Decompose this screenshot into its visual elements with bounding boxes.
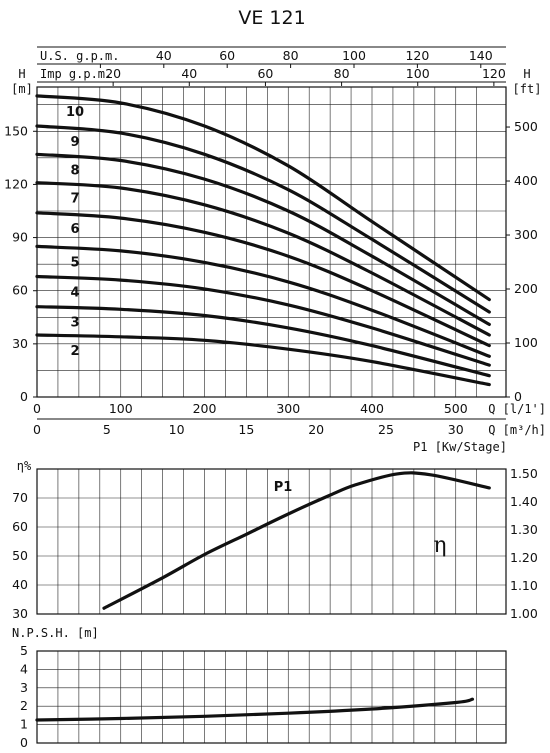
x-tick-label: 100: [109, 401, 133, 416]
us-gpm-tick: 120: [405, 48, 429, 63]
imp-gpm-tick: 60: [257, 66, 273, 81]
x-tick-label: 400: [360, 401, 384, 416]
imp-gpm-label: Imp g.p.m.: [40, 67, 112, 81]
stage-curve-7: [35, 181, 491, 337]
efficiency-chart: P1 [Kw/Stage] η% 30 40 50 60 70 1.00 1.10 1.20 1.3…: [12, 440, 538, 621]
p1-tick-label: 1.00: [510, 606, 538, 621]
npsh-axis-label: N.P.S.H. [m]: [12, 626, 99, 640]
eta-annotation: η: [433, 533, 446, 558]
x-tick-label: 200: [193, 401, 217, 416]
p1-tick-label: 1.30: [510, 522, 538, 537]
eta-tick-label: 50: [12, 548, 28, 563]
imp-gpm-tick: 80: [334, 66, 350, 81]
plot-frame: [36, 86, 507, 398]
us-gpm-tick: 100: [342, 48, 366, 63]
x2-tick-label: 0: [33, 422, 41, 437]
y2-tick-label: 300: [514, 227, 538, 242]
imp-gpm-tick: 40: [181, 66, 197, 81]
x-tick-label: 0: [33, 401, 41, 416]
stage-label-10: 10: [66, 105, 84, 120]
p1-axis-label: P1 [Kw/Stage]: [413, 440, 507, 454]
stage-curve-2: [35, 333, 491, 387]
y-tick-label: 30: [12, 336, 28, 351]
x-axis-label: Q [l/1']: [488, 402, 546, 416]
p1-tick-label: 1.10: [510, 578, 538, 593]
npsh-tick-label: 2: [20, 698, 28, 713]
x2-tick-label: 15: [238, 422, 254, 437]
y-axis-label-right: H: [523, 67, 530, 81]
y2-tick-label: 200: [514, 281, 538, 296]
x2-tick-label: 25: [378, 422, 394, 437]
imp-gpm-tick: 120: [482, 66, 506, 81]
chart-title: VE 121: [238, 7, 305, 29]
plot-frame: [36, 468, 507, 615]
stage-label-3: 3: [70, 316, 79, 331]
y-axis-unit-right: [ft]: [513, 82, 542, 96]
eta-tick-label: 70: [12, 490, 28, 505]
npsh-tick-label: 5: [20, 643, 28, 658]
p1-curve: [102, 471, 491, 610]
p1-annotation: P1: [274, 480, 293, 495]
plot-frame: [36, 650, 507, 744]
y-axis-unit-left: [m]: [11, 82, 33, 96]
y-tick-label: 120: [4, 176, 28, 191]
y2-tick-label: 100: [514, 335, 538, 350]
imp-gpm-tick: 20: [105, 66, 121, 81]
x2-tick-label: 30: [448, 422, 464, 437]
us-gpm-label: U.S. g.p.m.: [40, 49, 119, 63]
us-gpm-tick: 40: [156, 48, 172, 63]
npsh-tick-label: 4: [20, 661, 28, 676]
y2-tick-label: 500: [514, 119, 538, 134]
p1-tick-label: 1.20: [510, 550, 538, 565]
stage-label-4: 4: [70, 286, 79, 301]
npsh-tick-label: 0: [20, 735, 28, 750]
eta-tick-label: 30: [12, 606, 28, 621]
us-gpm-tick: 80: [283, 48, 299, 63]
stage-label-8: 8: [70, 163, 79, 178]
y-tick-label: 150: [4, 123, 28, 138]
eta-tick-label: 60: [12, 519, 28, 534]
y-tick-label: 60: [12, 283, 28, 298]
stage-curve-3: [35, 305, 491, 378]
stage-curve-10: [35, 94, 491, 302]
y2-tick-label: 400: [514, 173, 538, 188]
npsh-chart: N.P.S.H. [m] 0 1 2 3 4 5: [12, 626, 507, 750]
stage-label-2: 2: [70, 344, 79, 359]
us-gpm-tick: 60: [219, 48, 235, 63]
stage-curve-5: [35, 244, 491, 358]
eta-tick-label: 40: [12, 577, 28, 592]
stage-label-7: 7: [70, 192, 79, 207]
stage-label-6: 6: [70, 222, 79, 237]
npsh-tick-label: 1: [20, 717, 28, 732]
y-tick-label: 0: [20, 389, 28, 404]
y-tick-label: 90: [12, 230, 28, 245]
p1-tick-label: 1.40: [510, 494, 538, 509]
imp-gpm-tick: 100: [406, 66, 430, 81]
stage-label-5: 5: [70, 255, 79, 270]
stage-curve-9: [35, 124, 491, 314]
x2-tick-label: 10: [169, 422, 185, 437]
x2-tick-label: 20: [308, 422, 324, 437]
stage-curve-6: [35, 211, 491, 348]
stage-curve-4: [35, 274, 491, 367]
us-gpm-tick: 140: [469, 48, 493, 63]
y-axis-label-left: H: [18, 67, 25, 81]
npsh-tick-label: 3: [20, 680, 28, 695]
x2-tick-label: 5: [103, 422, 111, 437]
x-tick-label: 300: [276, 401, 300, 416]
x2-axis-label: Q [m³/h]: [488, 423, 546, 437]
stage-curve-8: [35, 152, 491, 326]
eta-axis-label: η%: [17, 459, 32, 473]
p1-tick-label: 1.50: [510, 466, 538, 481]
npsh-curve: [35, 697, 475, 722]
x-tick-label: 500: [444, 401, 468, 416]
stage-label-9: 9: [70, 135, 79, 150]
y2-tick-label: 0: [514, 389, 522, 404]
